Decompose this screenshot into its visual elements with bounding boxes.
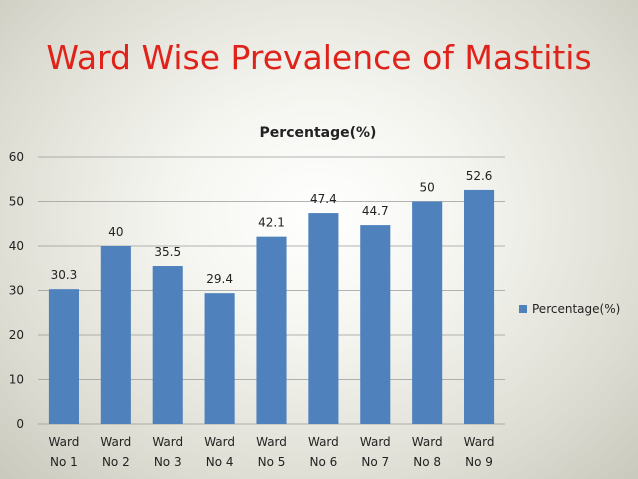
legend: Percentage(%)	[519, 302, 620, 316]
x-tick-label: No 8	[413, 455, 441, 469]
x-tick-label: Ward	[100, 435, 131, 449]
x-tick-label: Ward	[412, 435, 443, 449]
x-tick-label: Ward	[152, 435, 183, 449]
bar	[152, 266, 183, 424]
y-tick-label: 50	[9, 195, 24, 209]
y-tick-label: 60	[9, 150, 24, 164]
bar	[100, 246, 131, 424]
legend-label: Percentage(%)	[532, 302, 620, 316]
data-label: 40	[108, 225, 123, 239]
x-tick-label: No 3	[154, 455, 182, 469]
bar	[48, 289, 79, 424]
x-tick-label: Ward	[360, 435, 391, 449]
legend-swatch	[519, 305, 527, 313]
y-axis: 0 10 20 30 40 50 60	[9, 150, 24, 431]
y-tick-label: 30	[9, 284, 24, 298]
y-tick-label: 20	[9, 328, 24, 342]
x-tick-label: Ward	[464, 435, 495, 449]
slide-title: Ward Wise Prevalence of Mastitis	[46, 38, 592, 77]
x-tick-label: No 6	[309, 455, 337, 469]
x-axis: Ward No 1 Ward No 2 Ward No 3 Ward No 4 Ward No 5…	[49, 435, 495, 469]
x-tick-label: Ward	[308, 435, 339, 449]
data-labels: 30.3 40 35.5 29.4 42.1 47.4 44.7 50 52.6	[51, 169, 493, 286]
x-tick-label: No 7	[361, 455, 389, 469]
x-tick-label: No 5	[258, 455, 286, 469]
bar	[412, 201, 443, 424]
x-tick-label: No 4	[206, 455, 234, 469]
x-tick-label: Ward	[204, 435, 235, 449]
bar	[464, 189, 495, 424]
chart-title: Percentage(%)	[260, 125, 377, 141]
bar	[308, 213, 339, 424]
data-label: 44.7	[362, 204, 389, 218]
x-tick-label: No 9	[465, 455, 493, 469]
data-label: 35.5	[154, 245, 181, 259]
data-label: 52.6	[466, 169, 493, 183]
data-label: 50	[420, 181, 435, 195]
y-tick-label: 0	[16, 417, 24, 431]
y-tick-label: 10	[9, 373, 24, 387]
x-tick-label: No 1	[50, 455, 78, 469]
bar	[256, 236, 287, 424]
bars	[48, 189, 495, 424]
bar	[204, 293, 235, 424]
data-label: 30.3	[51, 268, 78, 282]
x-tick-label: Ward	[49, 435, 80, 449]
y-tick-label: 40	[9, 239, 24, 253]
data-label: 47.4	[310, 192, 337, 206]
x-tick-label: No 2	[102, 455, 130, 469]
data-label: 42.1	[258, 216, 285, 230]
x-tick-label: Ward	[256, 435, 287, 449]
bar	[360, 225, 391, 424]
data-label: 29.4	[206, 272, 233, 286]
